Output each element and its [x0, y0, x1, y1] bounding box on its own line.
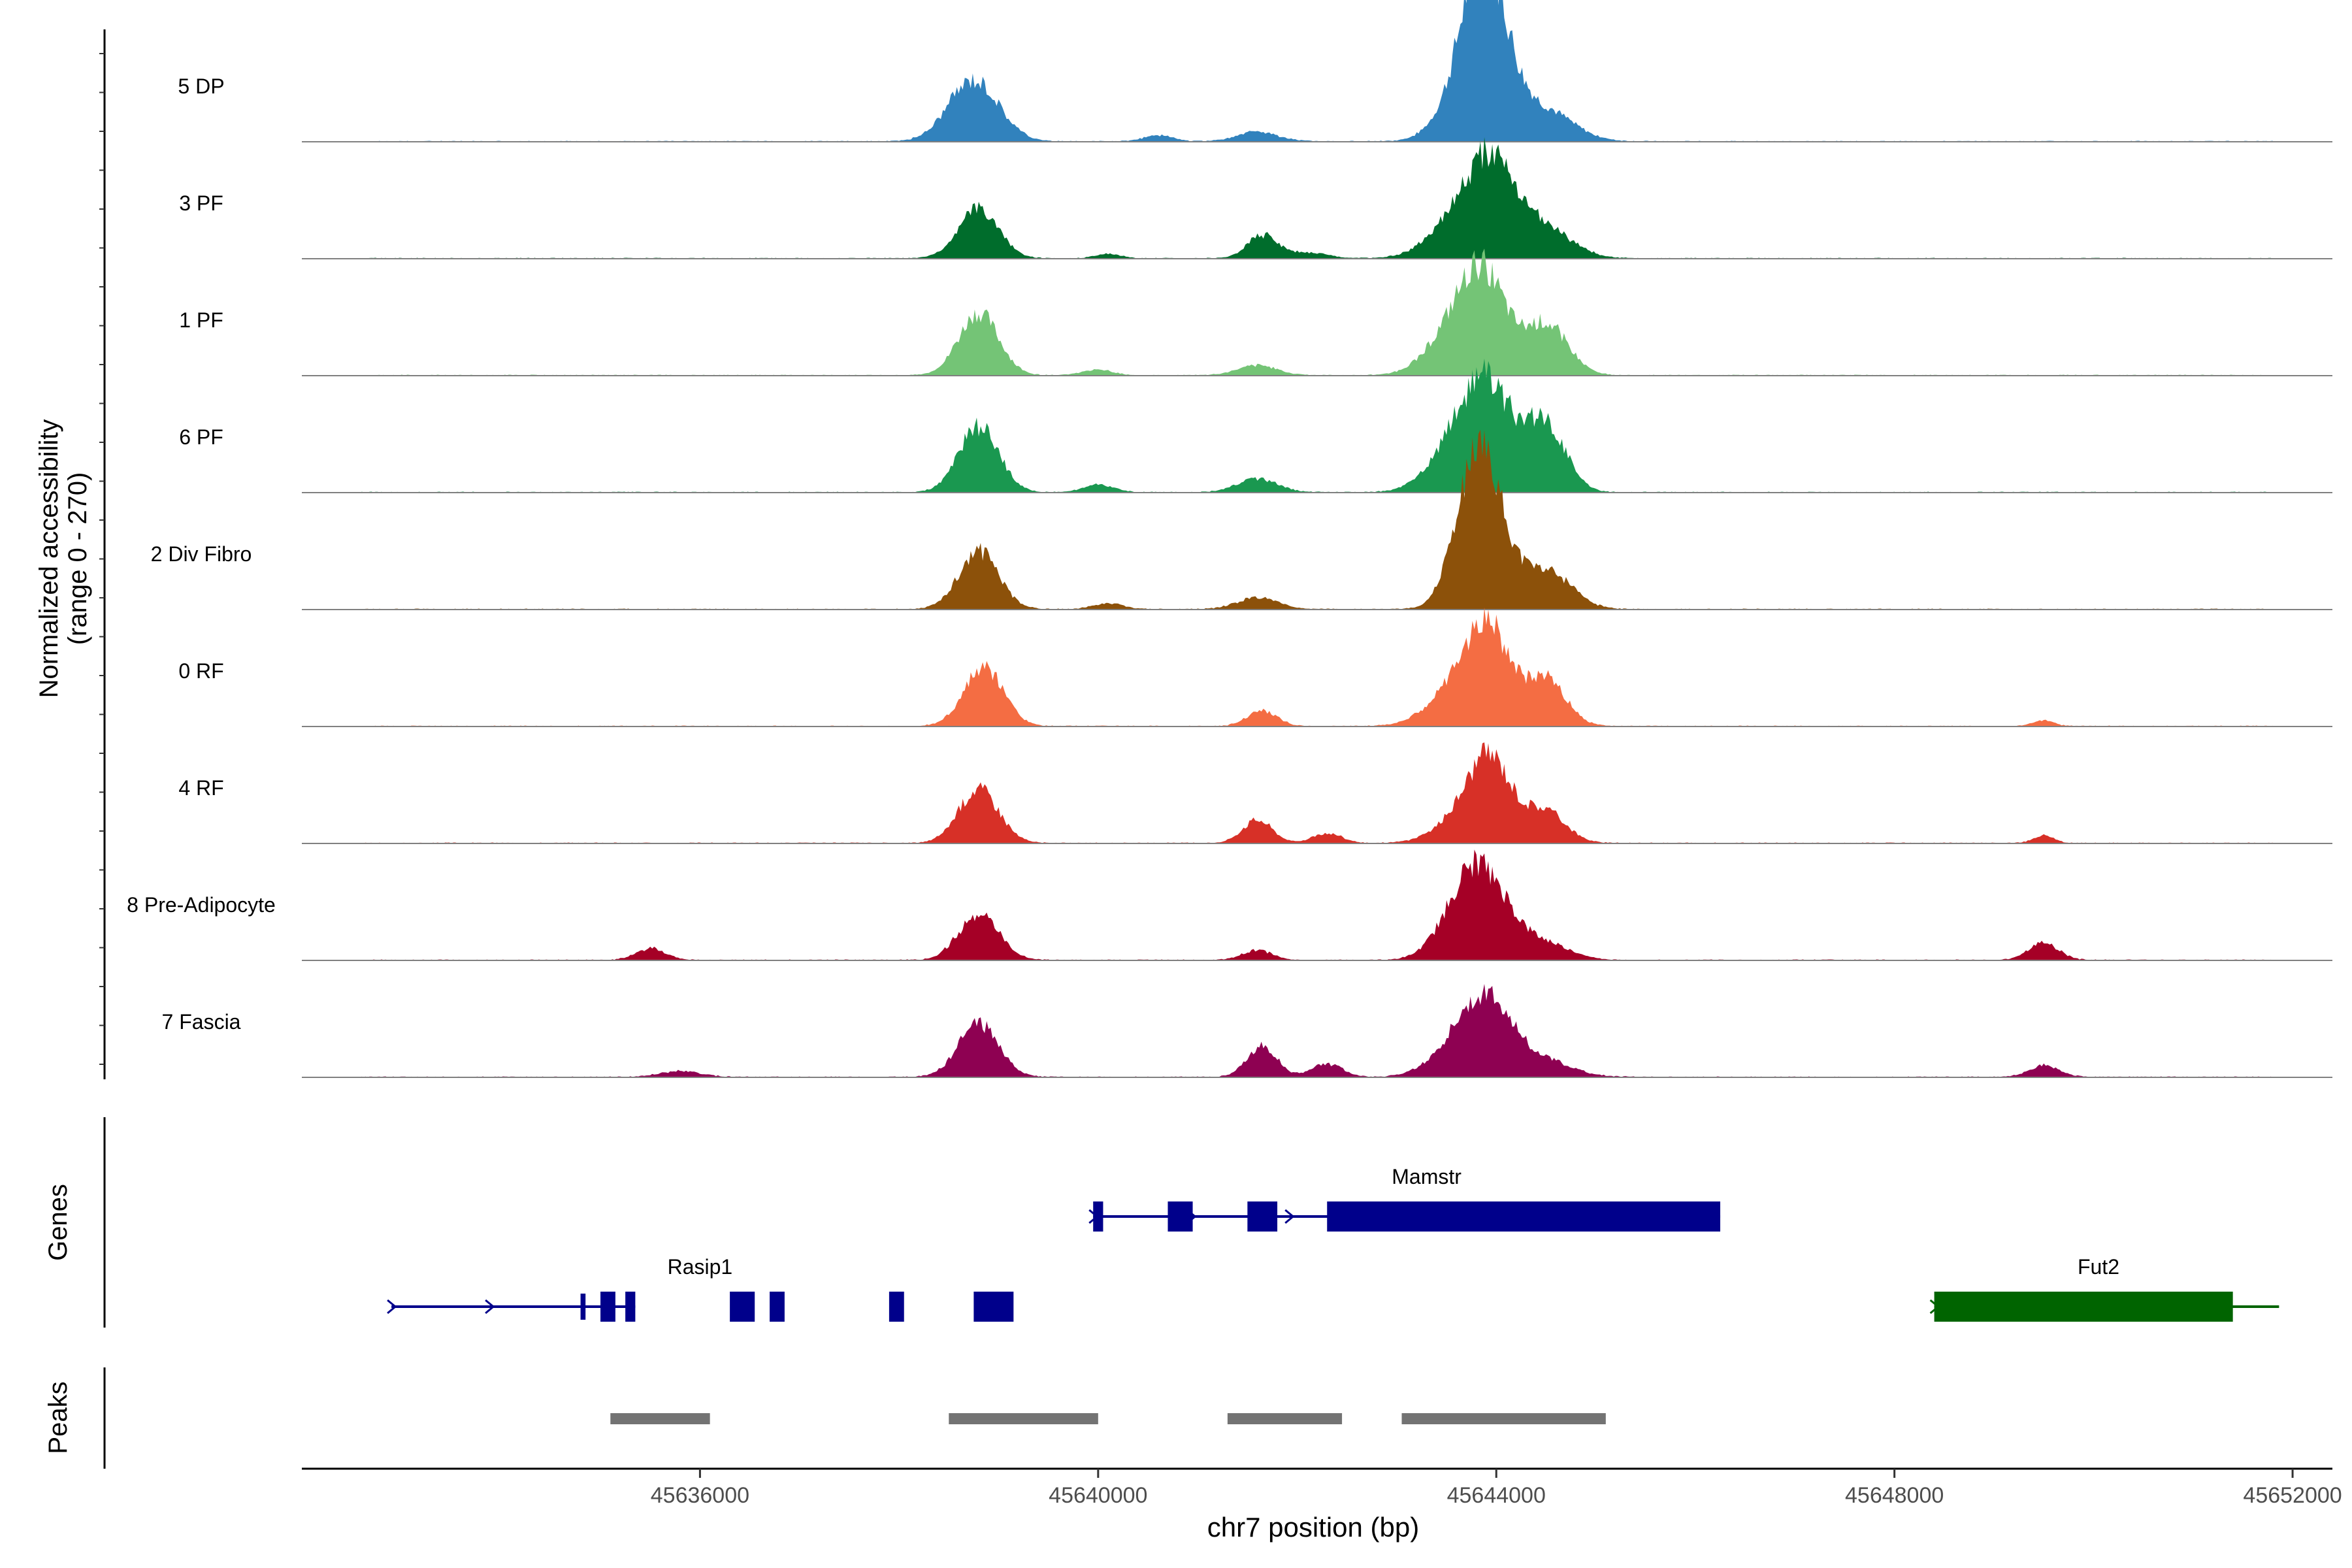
gene-label: Rasip1: [668, 1255, 733, 1279]
coverage-area: [361, 984, 2273, 1077]
gene-mamstr: Mamstr: [1088, 1165, 1721, 1232]
x-tick-label: 45640000: [1049, 1483, 1147, 1508]
x-axis-title: chr7 position (bp): [1207, 1512, 1420, 1543]
coverage-area: [361, 742, 2273, 843]
gene-exon: [1247, 1201, 1278, 1232]
coverage-area: [361, 358, 2273, 493]
coverage-area: [361, 849, 2273, 960]
x-tick-label: 45644000: [1447, 1483, 1546, 1508]
track: 4 RF: [178, 742, 2332, 844]
coverage-area: [361, 0, 2273, 142]
track: 1 PF: [179, 248, 2332, 376]
coverage-tracks: 5 DP 3 PF 1 PF 6 PF 2 Div Fibro 0 RF 4 RF 8 Pre…: [127, 0, 2332, 1078]
peak-region: [949, 1413, 1098, 1424]
strand-arrow: [387, 1299, 397, 1315]
track: 0 RF: [178, 607, 2332, 727]
track: 7 Fascia: [162, 984, 2332, 1078]
peak-regions: [610, 1413, 1606, 1424]
coverage-area: [361, 429, 2273, 610]
gene-label: Fut2: [2078, 1255, 2119, 1279]
gene-exon: [889, 1292, 904, 1322]
coverage-y-ticks: [99, 53, 105, 1065]
x-tick-label: 45636000: [651, 1483, 749, 1508]
track: 5 DP: [178, 0, 2332, 142]
gene-models: Mamstr Rasip1 Fut2: [387, 1165, 2279, 1322]
track-label: 4 RF: [178, 776, 223, 800]
gene-exon: [1327, 1201, 1721, 1232]
genes-panel-title: Genes: [44, 1184, 73, 1261]
track-label: 0 RF: [178, 659, 223, 683]
gene-exon: [1168, 1201, 1193, 1232]
track-label: 8 Pre-Adipocyte: [127, 893, 276, 917]
gene-exon: [1093, 1201, 1103, 1232]
gene-fut2: Fut2: [1929, 1255, 2279, 1322]
gene-exon: [600, 1292, 615, 1322]
gene-exon: [770, 1292, 785, 1322]
track: 6 PF: [179, 358, 2332, 493]
gene-exon: [625, 1292, 636, 1322]
track-label: 3 PF: [179, 191, 223, 215]
y-axis-title: Normalized accessibility (range 0 - 270): [35, 419, 92, 698]
peak-region: [610, 1413, 710, 1424]
track-label: 6 PF: [179, 425, 223, 449]
x-tick-label: 45648000: [1845, 1483, 1944, 1508]
track: 3 PF: [179, 137, 2332, 259]
track: 2 Div Fibro: [151, 429, 2332, 610]
gene-exon: [580, 1294, 586, 1320]
gene-exon: [730, 1292, 755, 1322]
coverage-area: [361, 137, 2273, 259]
x-axis-ticks: 45636000 45640000 45644000 45648000 45652000: [651, 1469, 2342, 1508]
track-label: 7 Fascia: [162, 1010, 241, 1034]
track-label: 5 DP: [178, 74, 224, 98]
gene-label: Mamstr: [1392, 1165, 1462, 1188]
x-tick-label: 45652000: [2243, 1483, 2342, 1508]
coverage-area: [361, 607, 2273, 727]
y-axis-title-line2: (range 0 - 270): [63, 472, 92, 645]
strand-arrow: [485, 1299, 495, 1315]
y-axis-title-line1: Normalized accessibility: [35, 419, 63, 698]
peaks-panel-title: Peaks: [44, 1381, 73, 1454]
track-label: 2 Div Fibro: [151, 542, 252, 566]
track: 8 Pre-Adipocyte: [127, 849, 2332, 961]
peak-region: [1227, 1413, 1343, 1424]
peak-region: [1401, 1413, 1606, 1424]
gene-exon: [1934, 1292, 2233, 1322]
strand-arrow: [1284, 1209, 1295, 1224]
track-label: 1 PF: [179, 308, 223, 332]
coverage-area: [361, 248, 2273, 376]
gene-rasip1: Rasip1: [387, 1255, 1014, 1322]
gene-exon: [973, 1292, 1014, 1322]
